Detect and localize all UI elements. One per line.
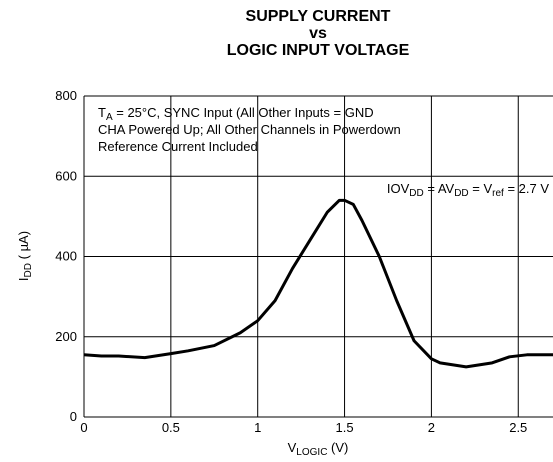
text-part: (V) — [327, 440, 348, 455]
text-part: T — [98, 105, 106, 120]
subscript: DD — [409, 188, 423, 199]
annotation: TA = 25°C, SYNC Input (All Other Inputs … — [98, 105, 374, 123]
x-tick-label: 2.5 — [509, 420, 527, 435]
y-tick-label: 400 — [55, 249, 77, 264]
text-part: IOV — [387, 181, 410, 196]
y-tick-label: 600 — [55, 168, 77, 183]
curve-label: IOVDD = AVDD = Vref = 2.7 V — [387, 181, 549, 199]
subscript: LOGIC — [296, 447, 327, 458]
text-part: = 25°C, SYNC Input (All Other Inputs = G… — [113, 105, 374, 120]
subscript: DD — [23, 263, 34, 277]
subscript: ref — [492, 188, 504, 199]
y-axis-label: IDD ( µA) — [16, 231, 34, 281]
text-part: V — [288, 440, 297, 455]
x-tick-label: 2 — [428, 420, 435, 435]
annotation: CHA Powered Up; All Other Channels in Po… — [98, 122, 401, 137]
y-tick-label: 200 — [55, 329, 77, 344]
text-part: = AV — [424, 181, 455, 196]
text-part: Reference Current Included — [98, 139, 258, 154]
x-axis-label: VLOGIC (V) — [288, 440, 349, 458]
text-part: = 2.7 V — [504, 181, 549, 196]
chart-title: SUPPLY CURRENT — [246, 8, 391, 25]
text-part: I — [16, 277, 31, 281]
x-tick-label: 0.5 — [162, 420, 180, 435]
subscript: A — [106, 112, 113, 123]
chart-title: vs — [309, 25, 327, 42]
annotation: Reference Current Included — [98, 139, 258, 154]
text-part: CHA Powered Up; All Other Channels in Po… — [98, 122, 401, 137]
text-part: ( µA) — [16, 231, 31, 263]
x-tick-label: 1.5 — [336, 420, 354, 435]
y-tick-label: 800 — [55, 88, 77, 103]
subscript: DD — [454, 188, 468, 199]
x-tick-label: 1 — [254, 420, 261, 435]
x-tick-label: 0 — [80, 420, 87, 435]
data-line — [83, 198, 553, 369]
chart-title: LOGIC INPUT VOLTAGE — [227, 42, 410, 59]
y-tick-label: 0 — [70, 409, 77, 424]
text-part: = V — [469, 181, 493, 196]
